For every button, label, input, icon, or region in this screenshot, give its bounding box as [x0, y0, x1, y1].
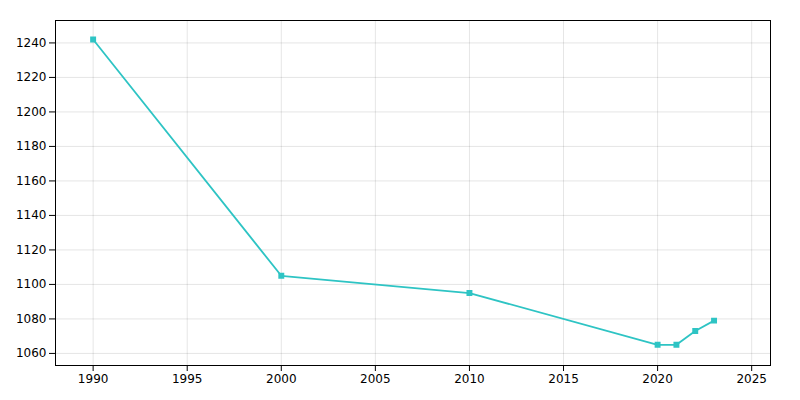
svg-text:1200: 1200	[16, 105, 47, 119]
svg-text:1060: 1060	[16, 346, 47, 360]
svg-text:2010: 2010	[454, 372, 485, 386]
svg-text:2015: 2015	[548, 372, 579, 386]
svg-text:1100: 1100	[16, 277, 47, 291]
svg-text:2000: 2000	[266, 372, 297, 386]
svg-text:1240: 1240	[16, 36, 47, 50]
svg-text:1180: 1180	[16, 139, 47, 153]
svg-text:1120: 1120	[16, 243, 47, 257]
svg-text:1995: 1995	[172, 372, 203, 386]
svg-text:1990: 1990	[78, 372, 109, 386]
svg-text:2020: 2020	[642, 372, 673, 386]
svg-text:2025: 2025	[736, 372, 767, 386]
svg-text:1160: 1160	[16, 174, 47, 188]
svg-text:2005: 2005	[360, 372, 391, 386]
svg-text:1140: 1140	[16, 208, 47, 222]
svg-text:1080: 1080	[16, 312, 47, 326]
svg-text:1220: 1220	[16, 70, 47, 84]
